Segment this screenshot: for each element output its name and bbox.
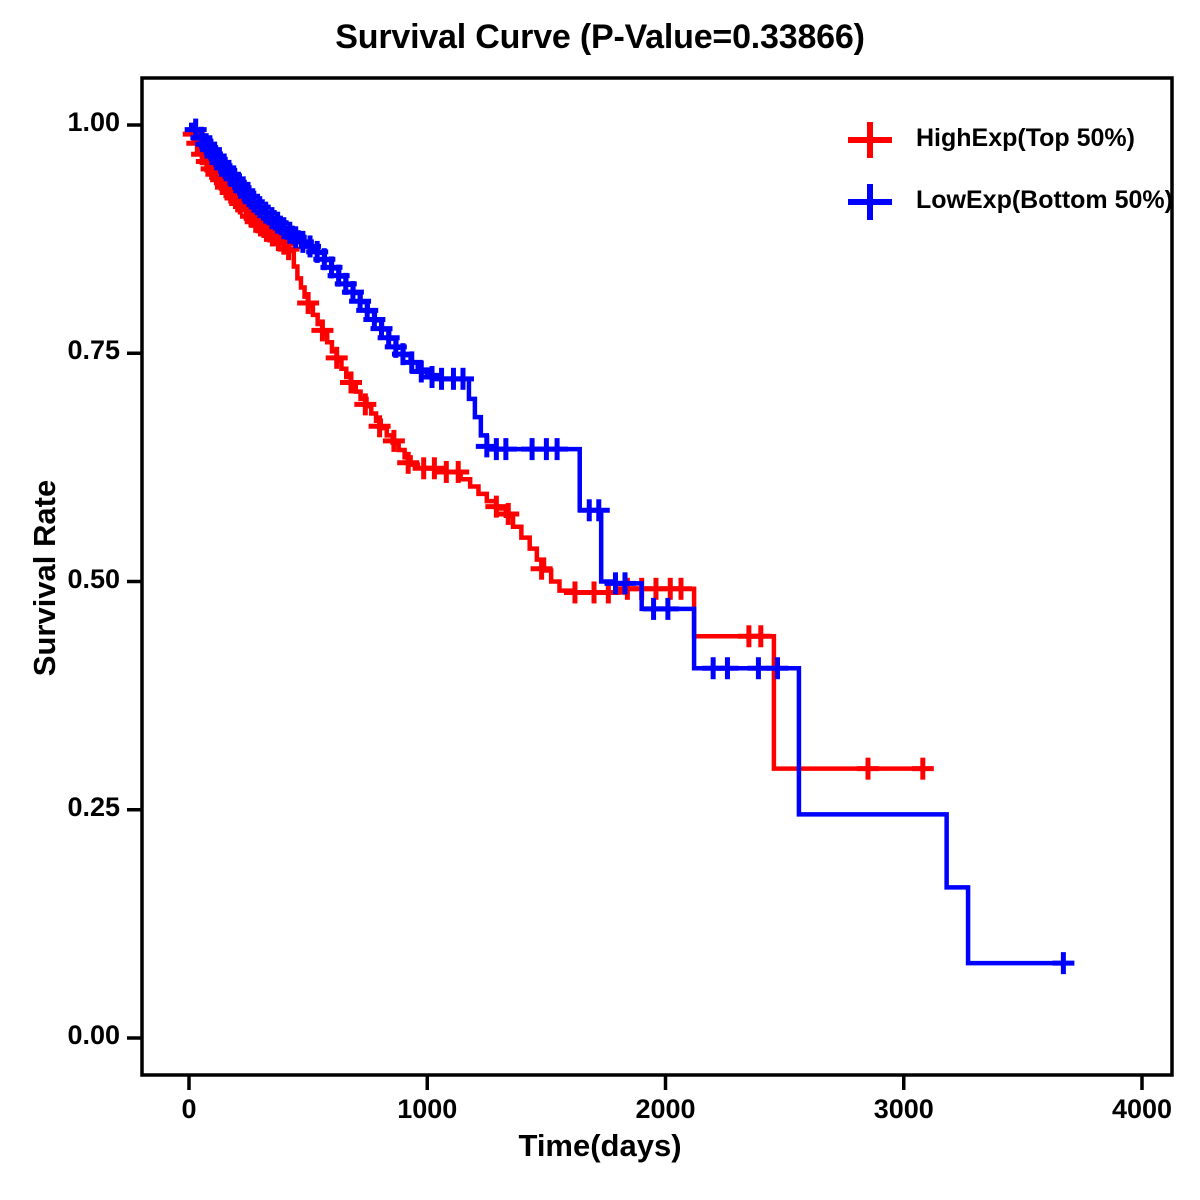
y-tick-label: 0.50 (67, 563, 120, 594)
x-tick-label: 2000 (635, 1094, 696, 1124)
legend-label-0: HighExp(Top 50%) (916, 124, 1135, 152)
y-tick-label: 0.25 (67, 791, 120, 822)
page-title: Survival Curve (P-Value=0.33866) (335, 18, 865, 56)
y-tick-label: 0.75 (67, 335, 120, 366)
series-lines (182, 118, 1075, 975)
plot-frame (140, 76, 1174, 1077)
x-tick-label: 3000 (873, 1094, 934, 1124)
x-tick-label: 0 (181, 1094, 197, 1124)
x-tick-label: 4000 (1111, 1094, 1173, 1124)
legend-label-1: LowExp(Bottom 50%) (916, 186, 1173, 214)
y-tick-label: 1.00 (67, 107, 120, 137)
legend-markers (848, 122, 892, 220)
axis-ticks (127, 123, 1144, 1090)
y-tick-label: 0.00 (67, 1020, 120, 1050)
x-tick-label: 1000 (397, 1094, 458, 1124)
x-axis-label: Time(days) (518, 1128, 682, 1163)
